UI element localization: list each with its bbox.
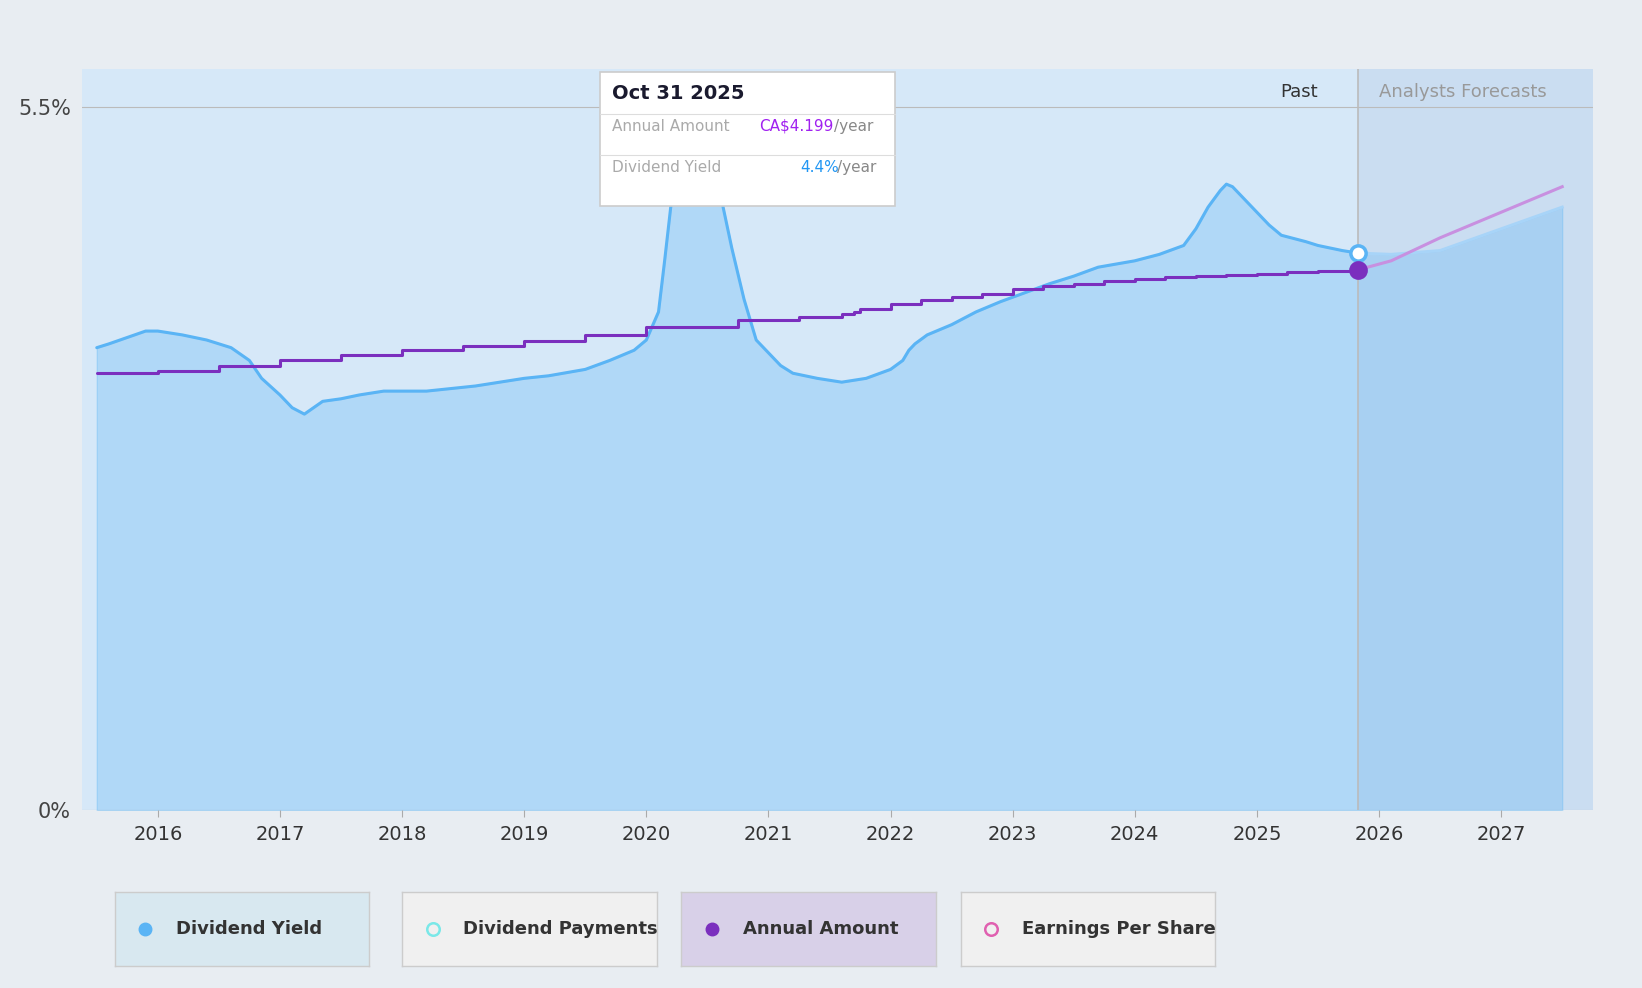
- Text: Dividend Yield: Dividend Yield: [612, 160, 721, 175]
- Text: /year: /year: [837, 160, 877, 175]
- FancyBboxPatch shape: [599, 72, 895, 206]
- Text: Annual Amount: Annual Amount: [612, 119, 729, 134]
- Text: /year: /year: [834, 119, 874, 134]
- Text: 4.4%: 4.4%: [800, 160, 839, 175]
- Text: Dividend Payments: Dividend Payments: [463, 920, 658, 938]
- Text: Dividend Yield: Dividend Yield: [176, 920, 322, 938]
- Bar: [1358, 69, 1593, 810]
- Text: Past: Past: [1281, 83, 1319, 101]
- Text: Oct 31 2025: Oct 31 2025: [612, 85, 744, 104]
- Text: Earnings Per Share: Earnings Per Share: [1021, 920, 1215, 938]
- Text: CA$4.199: CA$4.199: [759, 119, 832, 134]
- Text: Annual Amount: Annual Amount: [742, 920, 898, 938]
- Text: Analysts Forecasts: Analysts Forecasts: [1379, 83, 1547, 101]
